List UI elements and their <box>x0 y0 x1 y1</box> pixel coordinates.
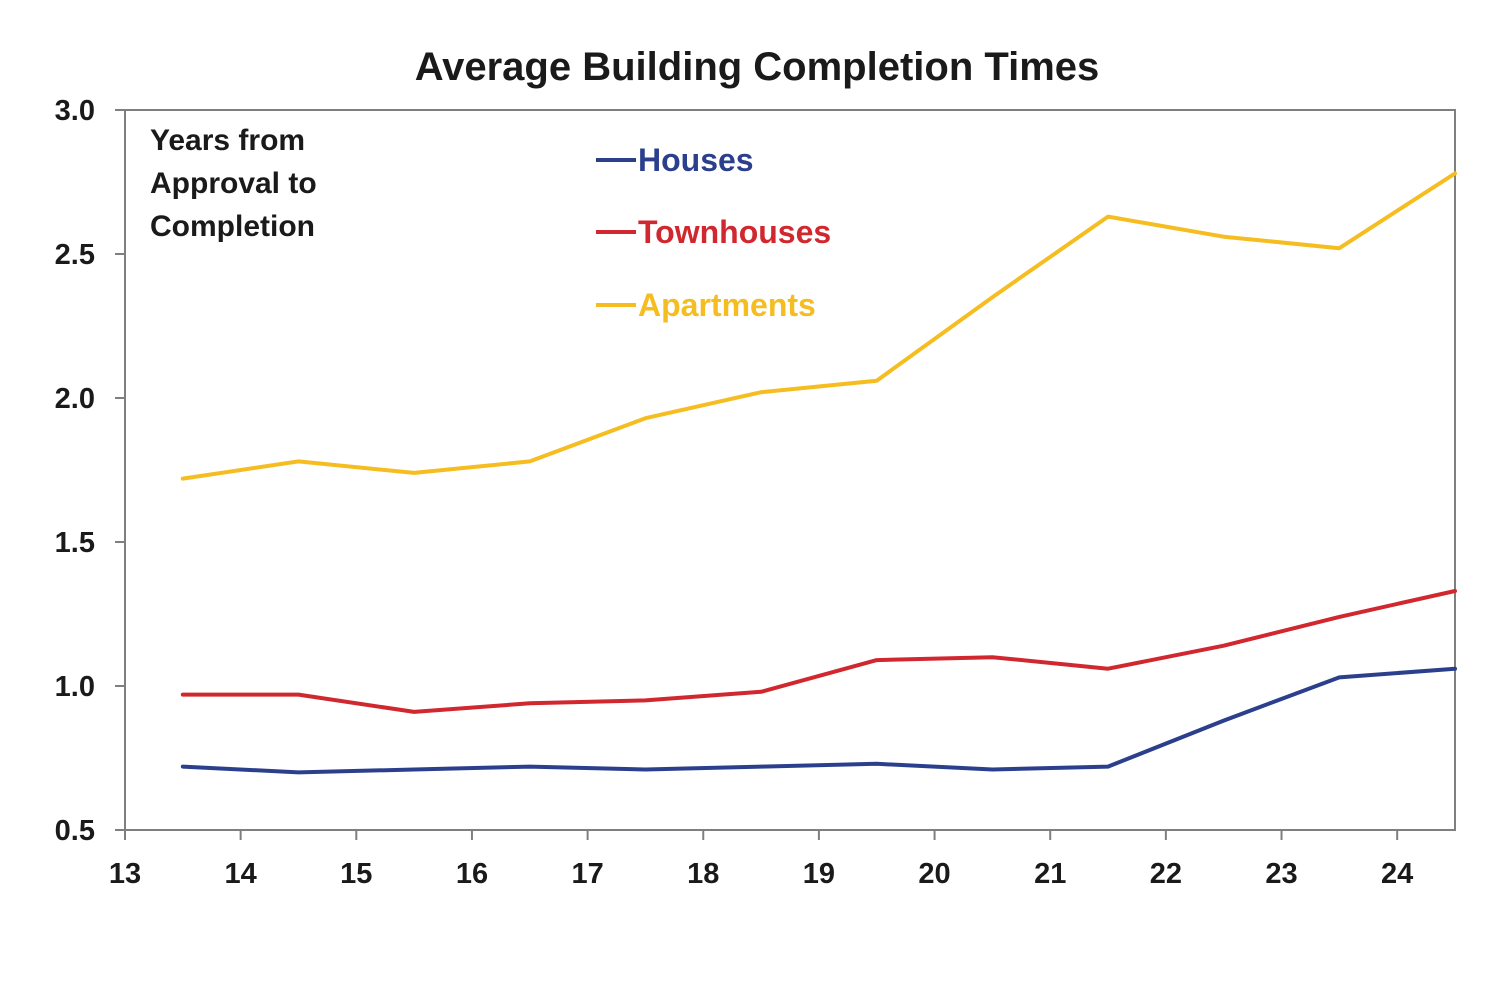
plot-frame <box>124 109 1456 831</box>
y-tick-label: 2.0 <box>55 383 95 415</box>
axis-annotation: Years from Approval to Completion <box>150 124 317 243</box>
y-tick-label: 3.0 <box>55 95 95 127</box>
x-tick-label: 14 <box>225 858 257 890</box>
x-tick-label: 18 <box>687 858 719 890</box>
x-tick-label: 16 <box>456 858 488 890</box>
legend-label: Houses <box>638 142 754 178</box>
legend-item-townhouses: Townhouses <box>596 214 831 250</box>
x-tick-label: 21 <box>1034 858 1066 890</box>
series-line-apartments <box>180 171 1457 481</box>
y-tick-label: 1.0 <box>55 671 95 703</box>
x-tick-label: 24 <box>1381 858 1413 890</box>
y-axis: 0.5 1.0 1.5 2.0 2.5 3.0 <box>55 95 125 847</box>
legend-item-apartments: Apartments <box>596 287 816 323</box>
x-tick-label: 19 <box>803 858 835 890</box>
annotation-line-1: Years from <box>150 124 305 157</box>
series-line-townhouses <box>180 589 1457 714</box>
y-tick-label: 0.5 <box>55 815 95 847</box>
x-tick-label: 23 <box>1265 858 1297 890</box>
legend-label: Apartments <box>638 287 816 323</box>
plot-area <box>124 109 1456 831</box>
legend: Houses Townhouses Apartments <box>596 142 831 323</box>
legend-item-houses: Houses <box>596 142 754 178</box>
x-tick-label: 17 <box>571 858 603 890</box>
y-tick-label: 2.5 <box>55 239 95 271</box>
annotation-line-3: Completion <box>150 210 315 243</box>
series-lines <box>180 171 1457 775</box>
x-tick-label: 20 <box>918 858 950 890</box>
x-tick-label: 22 <box>1150 858 1182 890</box>
x-tick-label: 15 <box>340 858 372 890</box>
y-tick-label: 1.5 <box>55 527 95 559</box>
x-tick-label: 13 <box>109 858 141 890</box>
legend-label: Townhouses <box>638 214 831 250</box>
x-axis: 13 14 15 16 17 18 19 20 21 22 23 24 <box>109 830 1413 890</box>
series-line-houses <box>180 666 1457 775</box>
chart-title: Average Building Completion Times <box>415 45 1100 89</box>
annotation-line-2: Approval to <box>150 167 317 200</box>
